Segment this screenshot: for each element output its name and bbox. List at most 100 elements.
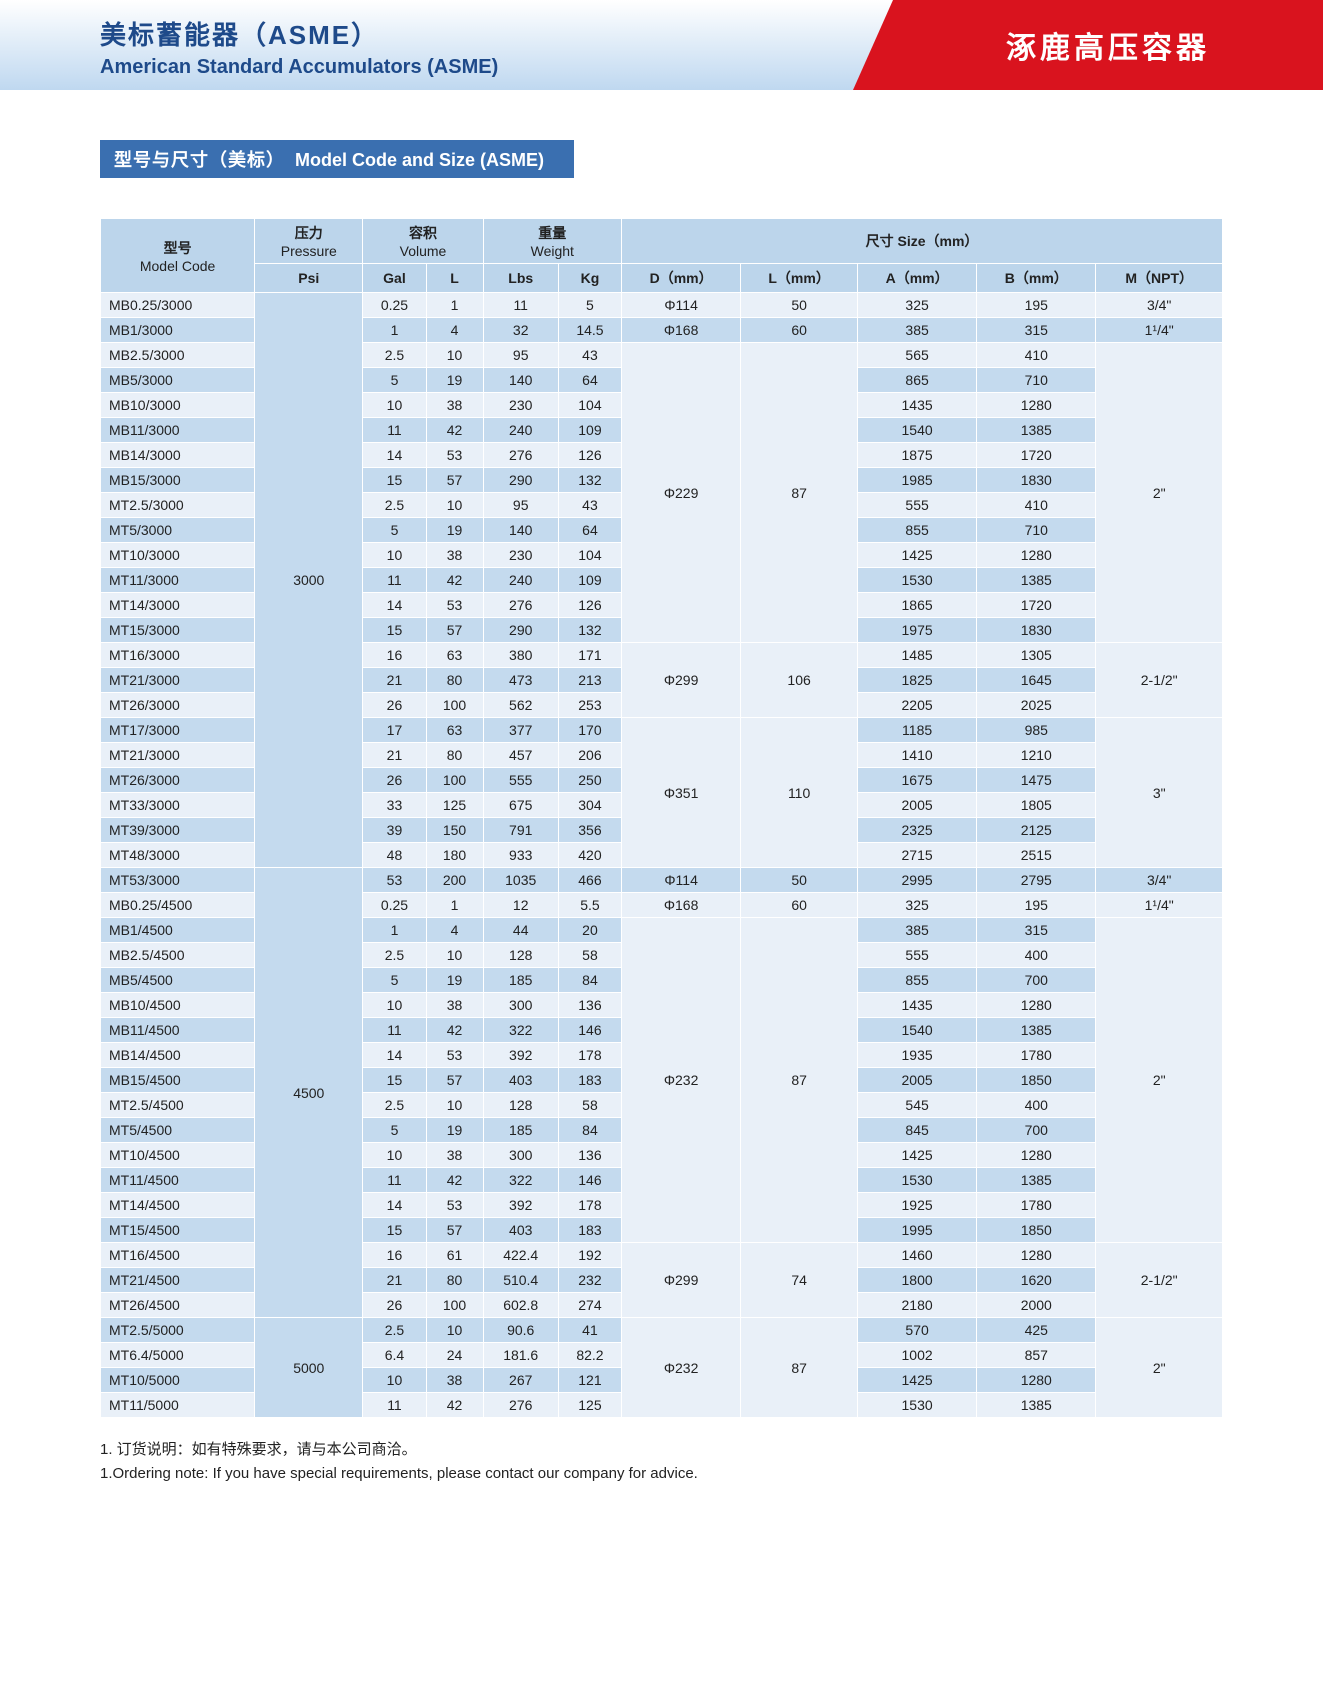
cell: MT21/3000: [101, 743, 255, 768]
cell: 213: [558, 668, 621, 693]
cell: MB14/4500: [101, 1043, 255, 1068]
cell: 290: [483, 618, 558, 643]
col-kg: Kg: [558, 264, 621, 293]
cell: 700: [977, 1118, 1096, 1143]
cell: 1985: [857, 468, 976, 493]
cell: 106: [741, 643, 858, 718]
cell: MT2.5/4500: [101, 1093, 255, 1118]
cell: 392: [483, 1193, 558, 1218]
page-header: 美标蓄能器（ASME） American Standard Accumulato…: [0, 0, 1323, 90]
title-en: American Standard Accumulators (ASME): [100, 56, 893, 79]
cell: 2205: [857, 693, 976, 718]
cell: MT14/3000: [101, 593, 255, 618]
cell: 865: [857, 368, 976, 393]
cell: 4: [426, 318, 483, 343]
cell: 44: [483, 918, 558, 943]
cell: 1305: [977, 643, 1096, 668]
cell: 84: [558, 1118, 621, 1143]
cell: 1280: [977, 393, 1096, 418]
cell: MT11/4500: [101, 1168, 255, 1193]
cell: 1540: [857, 1018, 976, 1043]
cell: 845: [857, 1118, 976, 1143]
cell: 5.5: [558, 893, 621, 918]
cell: 6.4: [363, 1343, 426, 1368]
cell: 300: [483, 1143, 558, 1168]
cell: 126: [558, 443, 621, 468]
cell: 10: [363, 993, 426, 1018]
cell: 300: [483, 993, 558, 1018]
cell: 1385: [977, 1393, 1096, 1418]
cell: 87: [741, 918, 858, 1243]
cell: MT10/3000: [101, 543, 255, 568]
cell: MT21/3000: [101, 668, 255, 693]
brand-banner: 涿鹿高压容器: [893, 0, 1323, 90]
col-volume: 容积 Volume: [363, 219, 483, 264]
cell: 57: [426, 1068, 483, 1093]
cell: 53: [426, 593, 483, 618]
table-row: MT53/30004500532001035466Φ11450299527953…: [101, 868, 1223, 893]
cell: 1435: [857, 393, 976, 418]
cell: 132: [558, 618, 621, 643]
cell: 80: [426, 1268, 483, 1293]
cell: 1780: [977, 1193, 1096, 1218]
cell: 565: [857, 343, 976, 368]
cell: 400: [977, 943, 1096, 968]
cell: Φ232: [622, 918, 741, 1243]
col-b: B（mm）: [977, 264, 1096, 293]
cell: 58: [558, 1093, 621, 1118]
cell: 1865: [857, 593, 976, 618]
cell: 195: [977, 293, 1096, 318]
cell: 12: [483, 893, 558, 918]
cell: 2.5: [363, 943, 426, 968]
cell: 1: [363, 318, 426, 343]
cell: 200: [426, 868, 483, 893]
cell: MT21/4500: [101, 1268, 255, 1293]
cell: 510.4: [483, 1268, 558, 1293]
cell: 20: [558, 918, 621, 943]
cell: 2-1/2": [1096, 1243, 1223, 1318]
cell: 1830: [977, 468, 1096, 493]
cell: 1410: [857, 743, 976, 768]
cell: 1720: [977, 593, 1096, 618]
cell: 11: [363, 1018, 426, 1043]
cell: 2005: [857, 793, 976, 818]
cell: 26: [363, 693, 426, 718]
cell: 791: [483, 818, 558, 843]
cell: MT16/3000: [101, 643, 255, 668]
cell: 385: [857, 918, 976, 943]
cell: 136: [558, 1143, 621, 1168]
cell: 1780: [977, 1043, 1096, 1068]
cell: 178: [558, 1043, 621, 1068]
cell: 5000: [255, 1318, 363, 1418]
col-l: L（mm）: [741, 264, 858, 293]
col-d: D（mm）: [622, 264, 741, 293]
cell: Φ229: [622, 343, 741, 643]
cell: 377: [483, 718, 558, 743]
cell: 322: [483, 1018, 558, 1043]
cell: 61: [426, 1243, 483, 1268]
cell: 1: [363, 918, 426, 943]
cell: 276: [483, 593, 558, 618]
cell: 42: [426, 1018, 483, 1043]
cell: 15: [363, 618, 426, 643]
cell: 19: [426, 968, 483, 993]
cell: 14.5: [558, 318, 621, 343]
col-m: M（NPT）: [1096, 264, 1223, 293]
cell: 1185: [857, 718, 976, 743]
col-size: 尺寸 Size（mm）: [622, 219, 1223, 264]
cell: 5: [558, 293, 621, 318]
cell: 10: [426, 1093, 483, 1118]
cell: 1425: [857, 543, 976, 568]
cell: 1: [426, 293, 483, 318]
cell: 1720: [977, 443, 1096, 468]
cell: MT16/4500: [101, 1243, 255, 1268]
cell: 10: [426, 943, 483, 968]
spec-table-wrap: 型号 Model Code 压力 Pressure 容积 Volume 重量 W…: [100, 218, 1223, 1418]
cell: 1530: [857, 568, 976, 593]
cell: 1475: [977, 768, 1096, 793]
cell: 1280: [977, 543, 1096, 568]
cell: 80: [426, 743, 483, 768]
cell: 1385: [977, 1168, 1096, 1193]
cell: 33: [363, 793, 426, 818]
cell: 855: [857, 968, 976, 993]
